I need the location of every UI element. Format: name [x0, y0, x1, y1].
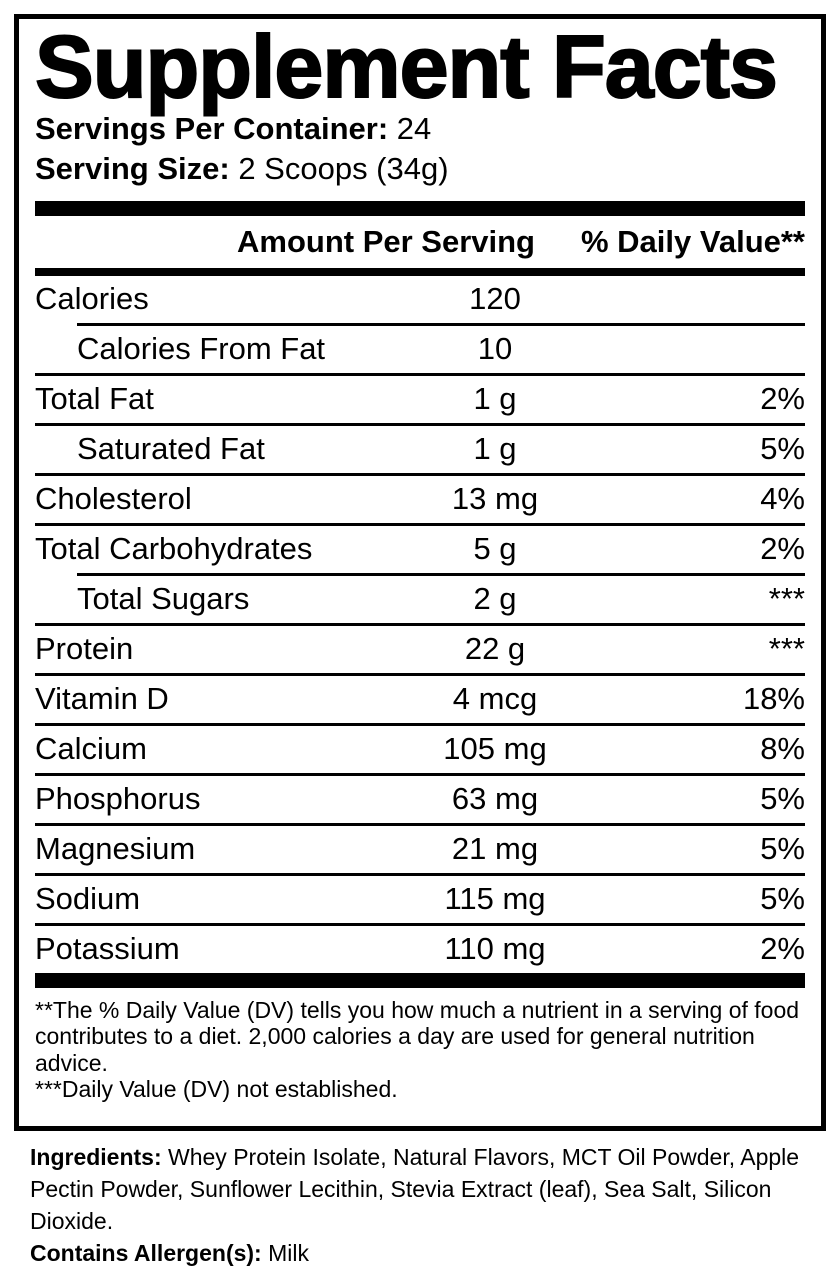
footnote-daily-value: **The % Daily Value (DV) tells you how m… [35, 996, 800, 1076]
nutrient-row: Cholesterol 13 mg 4% [35, 476, 805, 523]
amount-per-serving-header: Amount Per Serving [237, 223, 535, 259]
nutrient-amount: 105 mg [443, 731, 547, 767]
row-divider [35, 722, 805, 726]
nutrient-daily-value: 8% [760, 731, 805, 767]
nutrient-name: Protein [35, 631, 134, 667]
nutrient-name: Magnesium [35, 831, 196, 867]
nutrient-amount: 1 g [473, 381, 517, 417]
nutrient-name: Saturated Fat [77, 431, 265, 467]
nutrient-amount: 21 mg [451, 831, 539, 867]
allergen-line: Contains Allergen(s): Milk [30, 1237, 824, 1269]
row-divider [35, 672, 805, 676]
serving-size-value: 2 Scoops (34g) [238, 150, 449, 186]
supplement-facts-panel: Supplement Facts Servings Per Container:… [14, 14, 826, 1131]
footnotes: **The % Daily Value (DV) tells you how m… [35, 988, 805, 1103]
nutrient-name: Vitamin D [35, 681, 169, 717]
daily-value-header: % Daily Value** [580, 223, 805, 259]
allergen-value: Milk [268, 1240, 309, 1266]
nutrient-daily-value: *** [768, 581, 805, 617]
nutrient-name: Cholesterol [35, 481, 192, 517]
nutrient-name: Sodium [35, 881, 141, 917]
servings-label: Servings Per Container: [35, 110, 389, 146]
nutrient-daily-value: 4% [760, 481, 805, 517]
separator-bar-bottom [35, 972, 805, 988]
nutrient-amount: 1 g [473, 431, 517, 467]
separator-bar-top [35, 200, 805, 216]
nutrient-daily-value: 5% [760, 831, 805, 867]
servings-value: 24 [396, 110, 432, 146]
nutrient-daily-value: 5% [760, 781, 805, 817]
nutrient-name: Phosphorus [35, 781, 201, 817]
row-divider [35, 472, 805, 476]
nutrient-daily-value: 18% [742, 681, 805, 717]
nutrient-daily-value: 5% [760, 431, 805, 467]
nutrient-amount: 22 g [464, 631, 526, 667]
nutrient-row: Calcium 105 mg 8% [35, 726, 805, 773]
header-underline-bar [35, 267, 805, 276]
nutrient-daily-value: 5% [760, 881, 805, 917]
row-divider [77, 322, 805, 326]
nutrient-name: Calcium [35, 731, 147, 767]
row-divider [35, 772, 805, 776]
nutrient-row: Calories 120 [35, 276, 805, 323]
nutrient-row: Protein 22 g *** [35, 626, 805, 673]
nutrient-daily-value: 2% [760, 931, 805, 967]
serving-size-label: Serving Size: [35, 150, 230, 186]
nutrient-row: Saturated Fat 1 g 5% [35, 426, 805, 473]
nutrient-row: Sodium 115 mg 5% [35, 876, 805, 923]
nutrient-name: Total Sugars [77, 581, 250, 617]
row-divider [35, 872, 805, 876]
nutrient-amount: 120 [469, 281, 521, 317]
nutrient-row: Calories From Fat 10 [35, 326, 805, 373]
ingredients-block: Ingredients: Whey Protein Isolate, Natur… [30, 1141, 824, 1269]
nutrient-row: Phosphorus 63 mg 5% [35, 776, 805, 823]
nutrient-amount: 63 mg [451, 781, 539, 817]
nutrient-row: Total Carbohydrates 5 g 2% [35, 526, 805, 573]
nutrient-amount: 115 mg [444, 881, 546, 917]
row-divider [35, 372, 805, 376]
row-divider [35, 922, 805, 926]
nutrient-row: Total Fat 1 g 2% [35, 376, 805, 423]
nutrient-amount: 10 [477, 331, 513, 367]
nutrient-amount: 110 mg [444, 931, 546, 967]
nutrient-name: Calories From Fat [77, 331, 326, 367]
table-header-row: Amount Per Serving % Daily Value** [35, 216, 805, 268]
nutrient-name: Total Fat [35, 381, 154, 417]
row-divider [35, 422, 805, 426]
ingredients-text: Whey Protein Isolate, Natural Flavors, M… [30, 1144, 800, 1234]
nutrient-daily-value: 2% [760, 381, 805, 417]
row-divider [35, 822, 805, 826]
nutrient-row: Vitamin D 4 mcg 18% [35, 676, 805, 723]
ingredients-line: Ingredients: Whey Protein Isolate, Natur… [30, 1141, 824, 1237]
nutrient-daily-value: *** [768, 631, 805, 667]
footnote-not-established: ***Daily Value (DV) not established. [35, 1076, 398, 1103]
nutrient-row: Magnesium 21 mg 5% [35, 826, 805, 873]
nutrient-amount: 5 g [473, 531, 517, 567]
nutrient-amount: 2 g [473, 581, 517, 617]
nutrient-row: Total Sugars 2 g *** [35, 576, 805, 623]
nutrient-name: Calories [35, 281, 149, 317]
panel-title: Supplement Facts [34, 17, 779, 116]
servings-per-container: Servings Per Container: 24 [35, 109, 805, 149]
serving-size: Serving Size: 2 Scoops (34g) [35, 149, 805, 189]
nutrient-row: Potassium 110 mg 2% [35, 926, 805, 973]
row-divider [35, 622, 805, 626]
row-divider [35, 522, 805, 526]
nutrient-name: Total Carbohydrates [35, 531, 313, 567]
allergen-label: Contains Allergen(s): [30, 1240, 262, 1266]
facts-rows: Calories 120 Calories From Fat 10 Total … [35, 276, 805, 973]
ingredients-label: Ingredients: [30, 1144, 162, 1170]
row-divider [77, 572, 805, 576]
nutrient-amount: 4 mcg [452, 681, 538, 717]
nutrient-daily-value: 2% [760, 531, 805, 567]
nutrient-amount: 13 mg [451, 481, 539, 517]
nutrient-name: Potassium [35, 931, 180, 967]
